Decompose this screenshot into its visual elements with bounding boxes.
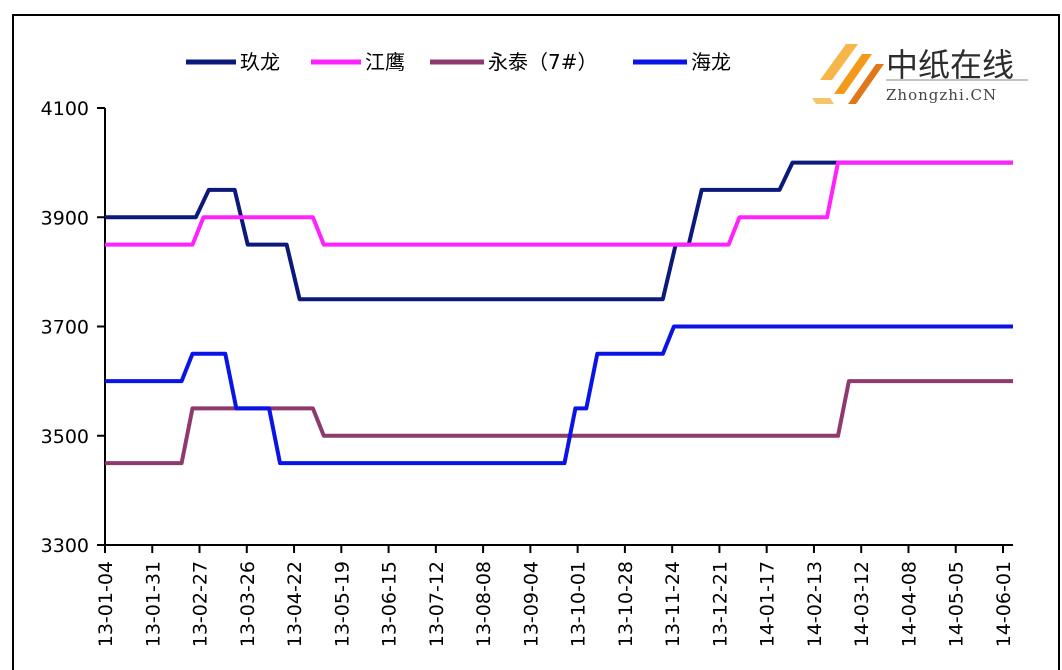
frame-border-left xyxy=(12,14,14,670)
x-tick-label: 13-08-08 xyxy=(473,561,495,647)
y-tick-label: 3500 xyxy=(41,426,89,448)
x-tick-label: 14-04-08 xyxy=(898,561,920,647)
legend-label-jiulong: 玖龙 xyxy=(240,50,280,74)
x-tick-label: 14-06-01 xyxy=(993,561,1015,647)
series-line-2 xyxy=(105,379,1013,466)
legend: 玖龙 江鹰 永泰（7#） 海龙 xyxy=(186,50,731,74)
x-tick-label: 13-01-04 xyxy=(95,561,117,647)
series-line-3 xyxy=(105,324,1013,466)
y-tick-label: 3700 xyxy=(41,317,89,339)
x-tick-label: 14-05-05 xyxy=(946,561,968,647)
x-tick-label: 13-01-31 xyxy=(142,561,164,647)
x-tick-group: 13-01-04 13-01-31 13-02-27 13-03-26 13-04-22… xyxy=(95,545,1015,647)
x-tick-label: 13-03-26 xyxy=(237,561,259,647)
logo-name-cn: 中纸在线 xyxy=(886,46,1014,84)
y-tick-label: 3300 xyxy=(41,535,89,557)
x-tick-label: 13-04-22 xyxy=(284,561,306,647)
x-tick-label: 13-10-01 xyxy=(568,561,590,647)
x-tick-label: 14-02-13 xyxy=(804,561,826,647)
legend-label-yongtai: 永泰（7#） xyxy=(488,50,597,74)
legend-label-jiangying: 江鹰 xyxy=(365,50,405,74)
x-tick-label: 13-11-24 xyxy=(662,561,684,647)
x-tick-label: 14-03-12 xyxy=(851,561,873,647)
x-tick-label: 13-12-21 xyxy=(709,561,731,647)
x-tick-label: 13-09-04 xyxy=(520,561,542,647)
x-tick-label: 13-06-15 xyxy=(379,561,401,647)
logo-name-en: Zhongzhi.CN xyxy=(886,86,997,104)
series-group xyxy=(105,160,1013,466)
y-tick-label: 4100 xyxy=(41,98,89,120)
frame-border-right xyxy=(1058,14,1060,670)
series-line-1 xyxy=(105,160,1013,247)
legend-label-hailong: 海龙 xyxy=(691,50,731,74)
y-tick-label: 3900 xyxy=(41,207,89,229)
logo-mark-icon xyxy=(812,44,884,104)
x-tick-label: 13-07-12 xyxy=(426,561,448,647)
x-tick-label: 13-02-27 xyxy=(190,561,212,647)
x-tick-label: 14-01-17 xyxy=(757,561,779,647)
x-tick-label: 13-05-19 xyxy=(331,561,353,647)
series-line-0 xyxy=(105,160,1013,302)
x-tick-label: 13-10-28 xyxy=(615,561,637,647)
frame-border-top xyxy=(12,14,1060,16)
zhongzhi-logo: 中纸在线 Zhongzhi.CN xyxy=(812,44,1028,104)
y-tick-group: 3300 3500 3700 3900 4100 xyxy=(41,98,105,557)
